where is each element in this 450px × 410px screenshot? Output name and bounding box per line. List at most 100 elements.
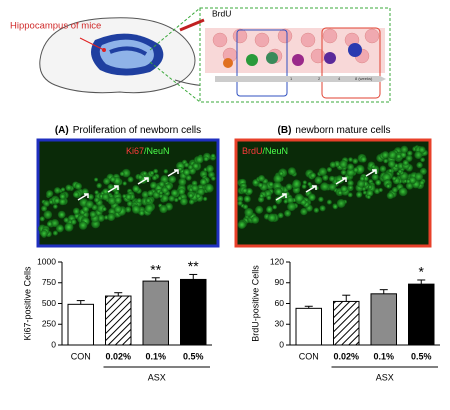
cell: [400, 145, 409, 154]
timeline-label: 1: [290, 76, 293, 81]
injection-label: BrdU: [212, 8, 231, 18]
cell: [39, 216, 45, 222]
cell: [145, 198, 151, 204]
cell: [375, 179, 382, 186]
cell: [114, 190, 120, 196]
cell: [294, 193, 304, 203]
charts: (A) Proliferation of newborn cells Ki67/Ne…: [22, 125, 440, 382]
cell: [391, 186, 398, 193]
panel-label: (B): [278, 125, 292, 136]
cell: [284, 209, 292, 217]
group-label: ASX: [148, 372, 166, 382]
cell: [210, 153, 216, 159]
cell: [320, 182, 329, 191]
cell: [199, 178, 207, 186]
cell: [313, 207, 320, 213]
x-tick-label: CON: [71, 351, 91, 361]
cell: [287, 167, 296, 176]
cell: [405, 179, 411, 184]
cell: [178, 177, 187, 186]
cell: [147, 190, 154, 197]
cell: [72, 191, 80, 198]
cell: [359, 176, 365, 182]
cell: [158, 181, 166, 188]
cell: [151, 175, 158, 181]
cell: [347, 192, 353, 198]
cell: [268, 181, 274, 187]
cell: [131, 205, 141, 214]
cell: [420, 157, 426, 163]
cell: [149, 181, 158, 189]
cell: [141, 191, 149, 199]
cell: [307, 181, 312, 187]
marker-label: BrdU: [242, 146, 263, 156]
cell: [60, 187, 66, 192]
y-tick-label: 500: [42, 298, 56, 308]
cell: [388, 150, 397, 160]
cell: [163, 169, 169, 174]
cell: [40, 229, 48, 238]
cell: [326, 199, 332, 205]
bar: [408, 283, 435, 346]
cell: [366, 194, 371, 200]
panel: (B) newborn mature cells BrdU/NeuN 0 30 60 90 1…: [234, 125, 440, 382]
cell: [52, 230, 58, 236]
x-tick-label: CON: [299, 351, 319, 361]
cell: [102, 188, 109, 195]
cell: [353, 167, 359, 173]
cell: [55, 224, 64, 233]
arrow: [167, 169, 179, 177]
cell: [259, 193, 264, 199]
cell: [366, 189, 374, 197]
bar: [333, 300, 360, 346]
cell: [406, 150, 413, 157]
image-label: Ki67/NeuN: [126, 146, 170, 156]
image-label: BrdU/NeuN: [242, 146, 288, 156]
cell: [314, 176, 323, 185]
cell: [89, 210, 97, 218]
significance-marker: *: [419, 264, 425, 280]
cell: [205, 183, 214, 193]
cell: [188, 193, 194, 199]
cell: [58, 198, 66, 206]
cell: [360, 156, 367, 163]
cell: [285, 183, 293, 191]
cell: [107, 183, 114, 190]
cell: [125, 206, 132, 213]
cell: [337, 190, 343, 196]
cell: [206, 164, 214, 173]
y-tick-label: 250: [42, 319, 56, 329]
cell: [161, 186, 169, 194]
cell: [347, 179, 354, 187]
cell: [361, 186, 366, 191]
cell: [381, 151, 390, 159]
cell: [57, 210, 66, 219]
cell: [87, 193, 94, 201]
cell: [161, 194, 169, 203]
cell: [408, 176, 417, 185]
cell: [237, 195, 244, 202]
cell: [348, 157, 353, 162]
timeline: 1 2 4 8 (weeks): [290, 76, 373, 81]
cell: [237, 200, 243, 206]
cell: [318, 167, 327, 176]
cell: [340, 169, 347, 176]
cell: [136, 198, 142, 204]
cell: [46, 190, 54, 198]
y-tick-label: 750: [42, 277, 56, 287]
cell: [139, 210, 145, 216]
cell: [43, 200, 50, 207]
cell: [398, 187, 408, 197]
timeline-label: 2: [318, 76, 321, 81]
region-label: Hippocampus of mice: [10, 21, 101, 32]
cell: [122, 181, 127, 186]
cell: [179, 197, 188, 206]
cell: [266, 206, 273, 213]
bar: [142, 280, 169, 346]
cell: [101, 193, 110, 201]
cell: [257, 196, 265, 203]
chart-title: (B) newborn mature cells: [278, 125, 391, 136]
cell: [383, 158, 389, 164]
cell: [188, 199, 195, 205]
cell: [287, 202, 296, 212]
